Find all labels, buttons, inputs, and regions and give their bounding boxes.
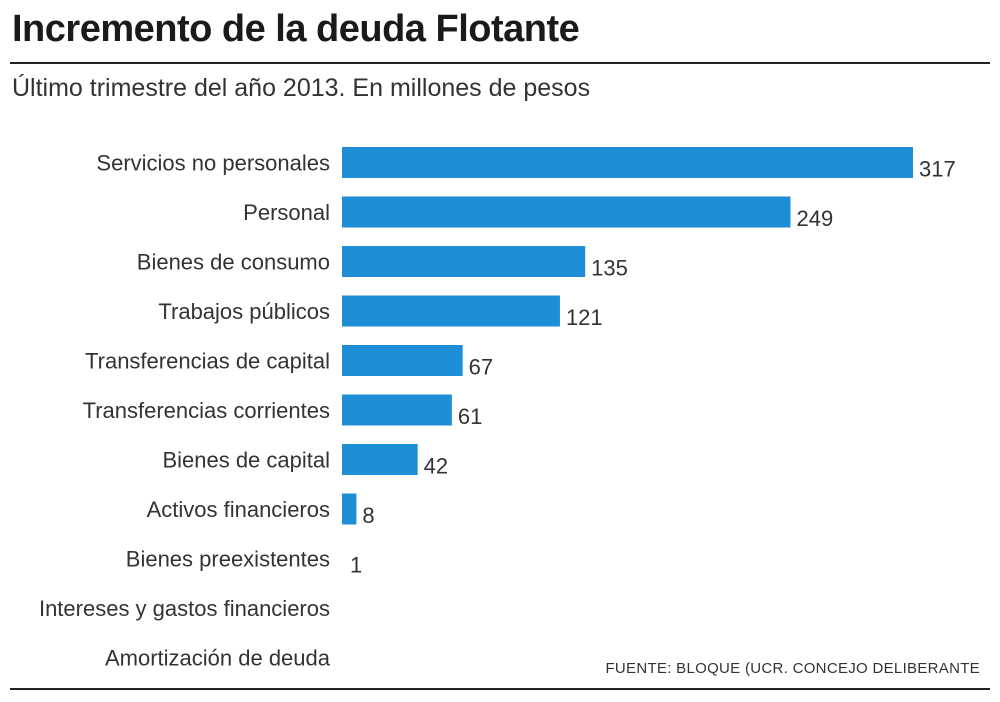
top-divider [10, 62, 990, 64]
bar [342, 196, 791, 228]
value-label: 121 [566, 305, 603, 330]
value-label: 1 [350, 553, 362, 578]
bar [342, 493, 357, 525]
bottom-divider [10, 688, 990, 690]
category-label: Trabajos públicos [158, 299, 330, 324]
category-label: Bienes de consumo [137, 250, 330, 275]
category-label: Amortización de deuda [105, 646, 331, 671]
category-label: Transferencias corrientes [83, 398, 330, 423]
chart-subtitle: Último trimestre del año 2013. En millon… [12, 74, 591, 102]
source-note: FUENTE: BLOQUE (UCR. CONCEJO DELIBERANTE [605, 660, 980, 677]
value-label: 317 [919, 157, 956, 182]
category-label: Servicios no personales [96, 151, 330, 176]
category-label: Intereses y gastos financieros [39, 596, 330, 621]
category-label: Transferencias de capital [85, 349, 330, 374]
bar [342, 394, 452, 426]
value-label: 67 [469, 355, 493, 380]
chart-title: Incremento de la deuda Flotante [12, 8, 580, 50]
category-label: Activos financieros [147, 497, 330, 522]
value-label: 61 [458, 404, 482, 429]
category-label: Bienes preexistentes [126, 547, 330, 572]
value-label: 135 [591, 256, 628, 281]
bar [342, 444, 418, 475]
value-label: 249 [797, 206, 834, 231]
value-label: 8 [362, 503, 374, 528]
category-label: Bienes de capital [162, 448, 330, 473]
bar [342, 246, 586, 277]
value-label: 42 [424, 454, 448, 479]
bar [342, 295, 560, 327]
bar [342, 345, 463, 376]
bar [342, 147, 913, 178]
category-label: Personal [243, 200, 330, 225]
